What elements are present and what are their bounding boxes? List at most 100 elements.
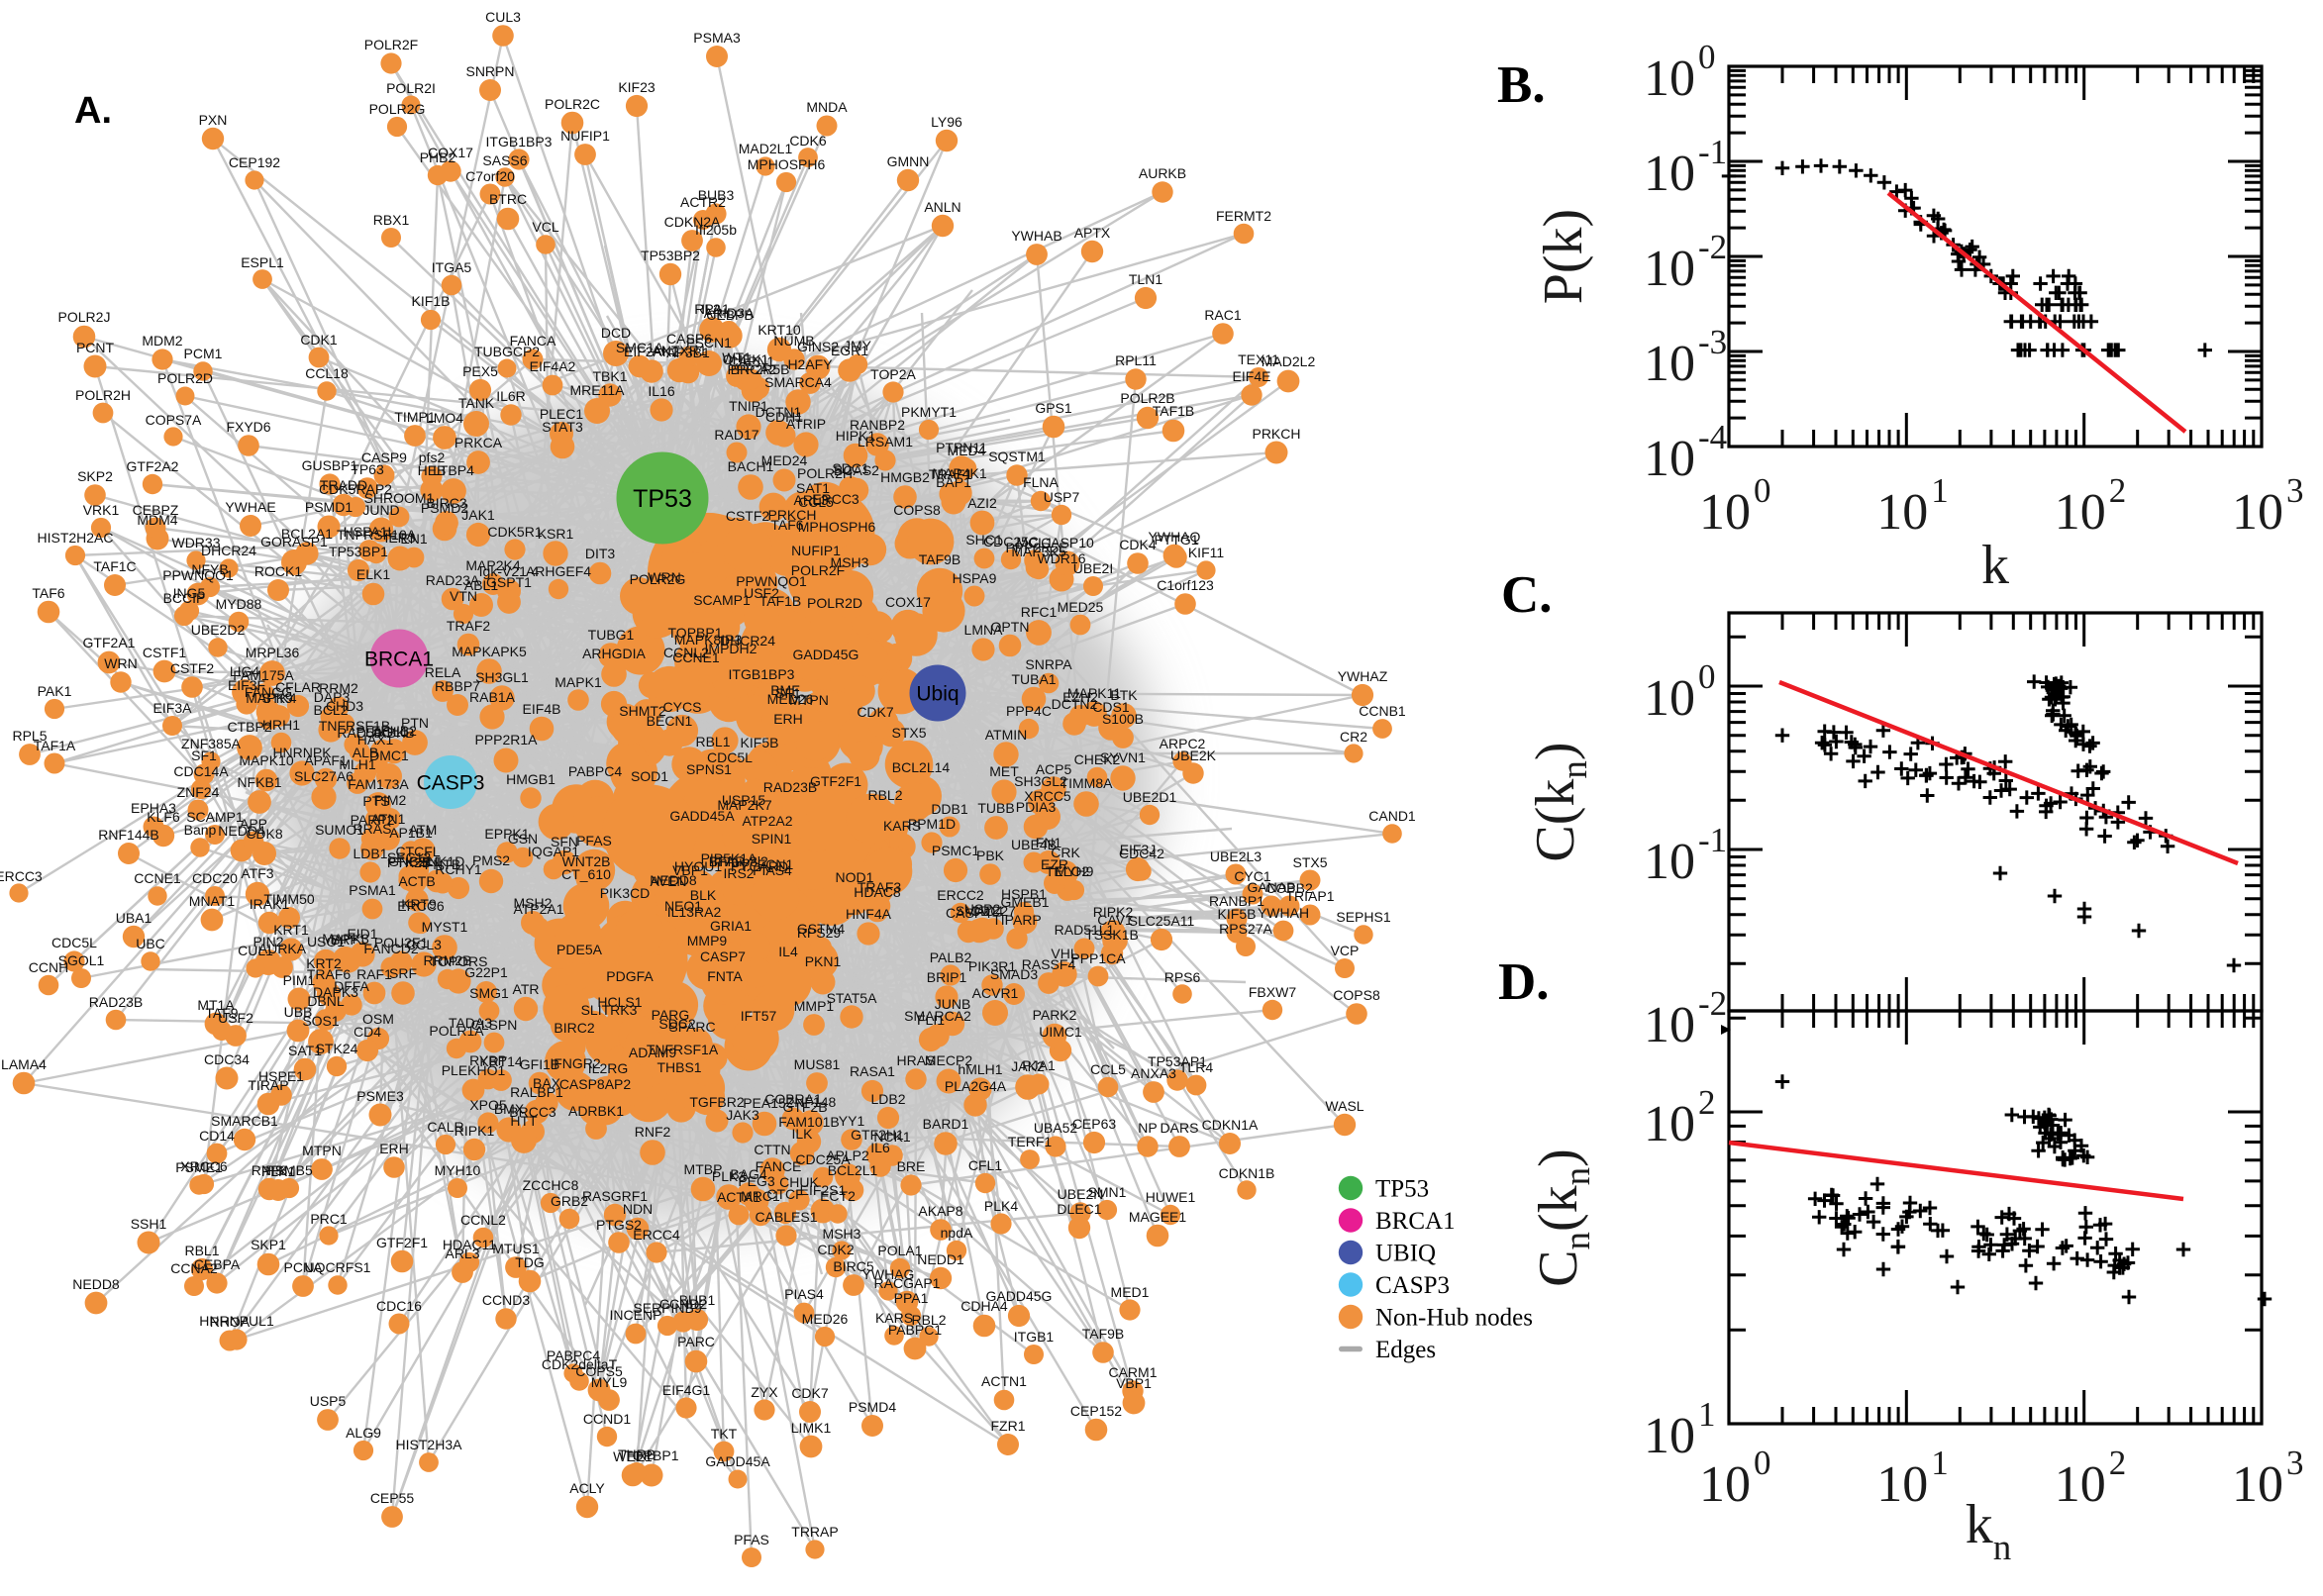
svg-text:TAF9: TAF9	[205, 1005, 238, 1021]
svg-text:USF2: USF2	[218, 1010, 253, 1026]
svg-text:TKT: TKT	[711, 1426, 738, 1442]
svg-text:3: 3	[2286, 1444, 2304, 1482]
svg-text:PDE5A: PDE5A	[556, 942, 603, 957]
svg-text:TERF1: TERF1	[1008, 1134, 1053, 1149]
svg-text:TIMM8A: TIMM8A	[1060, 775, 1114, 791]
svg-text:BECN1: BECN1	[647, 713, 693, 729]
svg-text:IL6: IL6	[870, 1140, 890, 1155]
svg-text:PIAS4: PIAS4	[784, 1286, 824, 1302]
svg-text:TIMP1: TIMP1	[394, 409, 435, 425]
svg-text:D.: D.	[1498, 953, 1550, 1011]
svg-text:ARL3: ARL3	[793, 492, 828, 508]
svg-text:CASP6: CASP6	[666, 331, 712, 347]
svg-text:AP1B1: AP1B1	[389, 825, 433, 841]
svg-text:WEE1: WEE1	[613, 1448, 653, 1464]
svg-text:CHEK2: CHEK2	[1074, 751, 1121, 767]
svg-text:JMY: JMY	[844, 338, 872, 353]
svg-text:-1: -1	[1698, 821, 1727, 859]
svg-text:PYCARD: PYCARD	[731, 858, 788, 874]
svg-text:PARP2: PARP2	[351, 812, 395, 828]
svg-text:UBE2I: UBE2I	[1073, 560, 1113, 576]
svg-text:PEX5: PEX5	[462, 363, 498, 379]
svg-text:BAP1: BAP1	[936, 474, 971, 490]
svg-text:RPA1: RPA1	[694, 301, 730, 317]
svg-text:GTF2A1: GTF2A1	[83, 635, 136, 650]
svg-text:PKMYT1: PKMYT1	[901, 404, 957, 420]
svg-text:EPHB2: EPHB2	[371, 723, 417, 739]
svg-text:NUFIP1: NUFIP1	[560, 128, 610, 144]
svg-text:POLR2G: POLR2G	[369, 101, 426, 117]
svg-text:RBX1: RBX1	[373, 212, 410, 228]
svg-text:FZR1: FZR1	[991, 1418, 1026, 1434]
svg-text:FAM175A: FAM175A	[233, 667, 294, 683]
svg-text:CDHA4: CDHA4	[960, 1298, 1008, 1314]
svg-text:A.: A.	[74, 90, 112, 132]
svg-text:SAT1: SAT1	[796, 480, 830, 496]
svg-text:0: 0	[1754, 471, 1771, 510]
svg-text:Cn(kn): Cn(kn)	[1528, 1148, 1598, 1287]
svg-text:SMARCB1: SMARCB1	[211, 1113, 278, 1129]
svg-text:CDC16: CDC16	[376, 1298, 422, 1314]
svg-text:TP53BP2: TP53BP2	[641, 248, 700, 263]
svg-text:1: 1	[1931, 1444, 1949, 1482]
svg-text:SHC1: SHC1	[965, 532, 1003, 548]
svg-text:POLR2F: POLR2F	[791, 562, 845, 578]
svg-text:CDC34: CDC34	[204, 1051, 250, 1067]
svg-text:10: 10	[1644, 1096, 1695, 1152]
svg-text:IRS2: IRS2	[723, 865, 754, 881]
svg-text:MNDA: MNDA	[806, 99, 848, 115]
svg-text:LMNA: LMNA	[964, 622, 1004, 638]
svg-text:HAX1: HAX1	[357, 732, 394, 748]
svg-text:RASGRF1: RASGRF1	[582, 1188, 648, 1204]
svg-text:FLNA: FLNA	[1023, 474, 1059, 490]
svg-text:CASP7: CASP7	[700, 948, 746, 964]
svg-text:PCNA: PCNA	[284, 1259, 324, 1275]
svg-text:JUND: JUND	[362, 502, 399, 518]
svg-text:PCNT: PCNT	[76, 340, 115, 355]
svg-text:0: 0	[1754, 1444, 1771, 1482]
svg-text:VTN: VTN	[450, 588, 477, 604]
svg-text:FXYD6: FXYD6	[226, 419, 270, 435]
svg-text:CEP152: CEP152	[1070, 1403, 1122, 1419]
svg-text:PPWNQO1: PPWNQO1	[162, 567, 234, 583]
svg-text:AP3B1: AP3B1	[666, 345, 710, 360]
svg-text:MYH10: MYH10	[435, 1162, 481, 1178]
svg-text:EZH2: EZH2	[1062, 689, 1098, 705]
svg-text:MUS81: MUS81	[794, 1056, 841, 1072]
svg-text:TBK1: TBK1	[592, 368, 627, 384]
svg-text:JUNB: JUNB	[935, 996, 971, 1012]
svg-text:HTT: HTT	[510, 1113, 538, 1129]
svg-text:TP63: TP63	[351, 461, 384, 477]
svg-text:PIAS4: PIAS4	[753, 862, 792, 878]
svg-text:ARPC2: ARPC2	[1160, 736, 1206, 751]
svg-text:SDC1: SDC1	[832, 460, 869, 476]
svg-text:IL6R: IL6R	[496, 388, 526, 404]
svg-text:STK24: STK24	[316, 1041, 358, 1056]
svg-text:ARL3: ARL3	[445, 1246, 479, 1261]
svg-text:USP7: USP7	[1044, 489, 1080, 505]
svg-text:RCHY1: RCHY1	[435, 861, 482, 877]
svg-text:COX17: COX17	[428, 145, 473, 160]
svg-text:MYH9: MYH9	[1056, 863, 1094, 879]
svg-text:PDGFA: PDGFA	[606, 968, 654, 984]
svg-text:PSME1: PSME1	[175, 1159, 223, 1175]
svg-text:MECP2: MECP2	[925, 1052, 972, 1068]
svg-text:ERCC3: ERCC3	[812, 491, 859, 507]
svg-text:SAT1: SAT1	[288, 1043, 322, 1058]
svg-text:WASL: WASL	[1325, 1098, 1364, 1114]
svg-text:RAD17: RAD17	[714, 427, 758, 443]
svg-text:CCNB1: CCNB1	[1359, 703, 1406, 719]
svg-text:RAD51L1: RAD51L1	[1055, 922, 1115, 938]
svg-text:PSMD1: PSMD1	[305, 499, 353, 515]
svg-text:10: 10	[2055, 484, 2106, 541]
svg-text:DCTN2: DCTN2	[1052, 696, 1098, 712]
svg-text:NFKB1: NFKB1	[237, 774, 281, 790]
svg-text:LY96: LY96	[931, 114, 962, 130]
svg-text:SMG1: SMG1	[469, 985, 509, 1001]
svg-text:ADAM9: ADAM9	[629, 1045, 676, 1060]
svg-text:RAD23B: RAD23B	[89, 994, 143, 1010]
svg-text:PPP2R5B: PPP2R5B	[727, 361, 789, 377]
svg-text:0: 0	[1698, 38, 1716, 76]
svg-text:USO1: USO1	[307, 934, 345, 949]
svg-text:CASP8AP2: CASP8AP2	[559, 1076, 632, 1092]
